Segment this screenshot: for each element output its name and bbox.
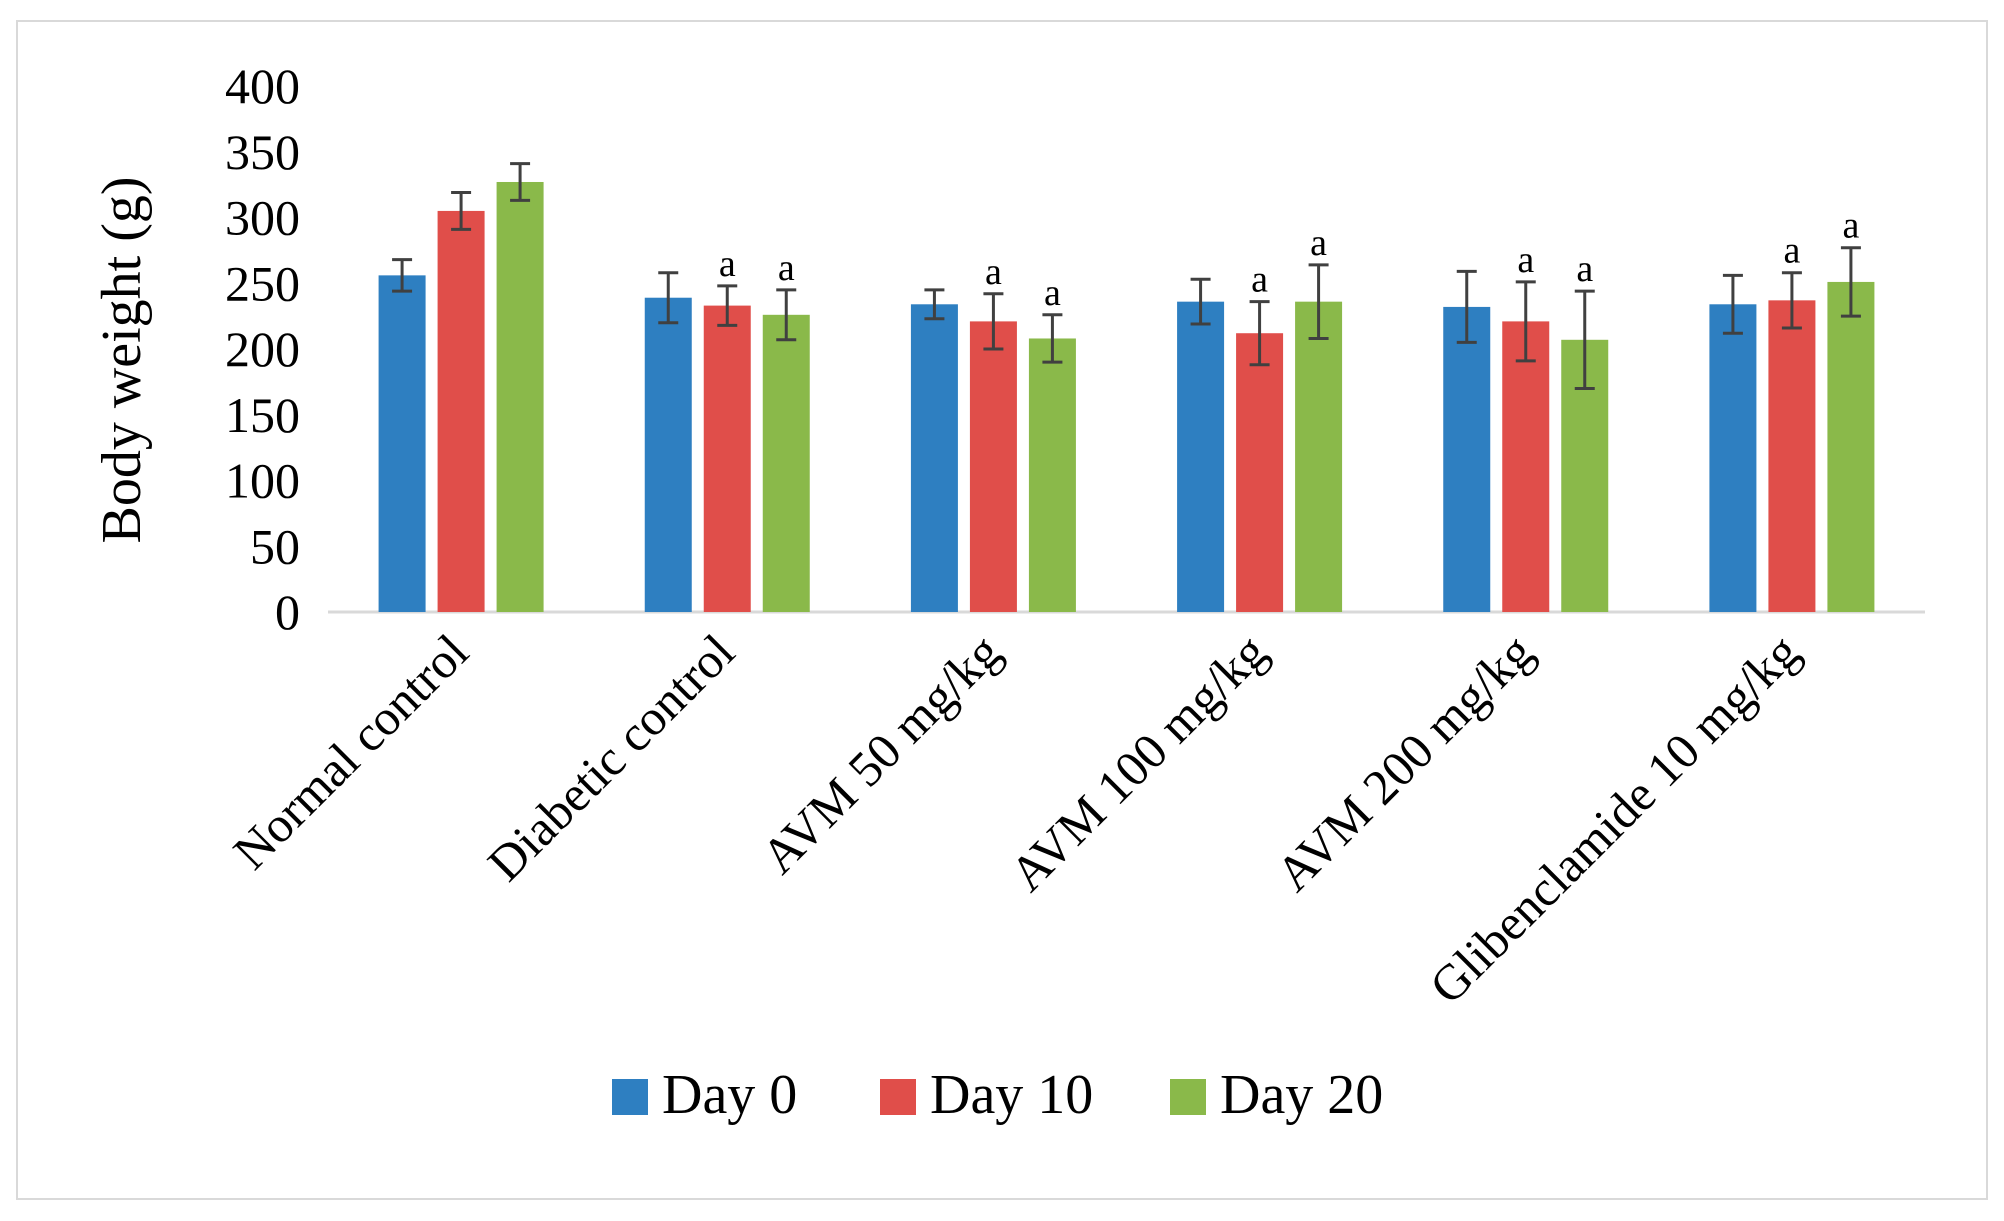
legend-swatch [612, 1079, 648, 1115]
legend-label: Day 0 [662, 1064, 797, 1126]
error-bar [451, 191, 472, 231]
legend-label: Day 20 [1220, 1064, 1383, 1126]
legend-item: Day 10 [880, 1064, 1093, 1126]
bar [910, 304, 958, 612]
error-bar [1308, 263, 1329, 340]
y-tick-label: 0 [275, 584, 300, 640]
y-tick-label: 50 [250, 518, 300, 574]
significance-label: a [719, 243, 736, 285]
y-tick-label: 350 [225, 124, 300, 180]
bar [1177, 301, 1225, 612]
significance-label: a [1783, 230, 1800, 272]
error-bar [1574, 289, 1595, 390]
error-bar [1515, 280, 1536, 363]
error-bar [1456, 269, 1477, 344]
bar [1768, 300, 1816, 612]
category-label: Diabetic control [477, 623, 745, 891]
error-bar [924, 288, 945, 321]
bar [1443, 306, 1491, 612]
error-bar [776, 288, 797, 342]
bars [378, 181, 1875, 613]
y-tick-label: 200 [225, 321, 300, 377]
bar [1236, 333, 1284, 612]
error-bar [510, 162, 531, 202]
legend-item: Day 20 [1170, 1064, 1383, 1126]
legend-label: Day 10 [930, 1064, 1093, 1126]
significance-label: a [1842, 205, 1859, 247]
y-tick-label: 100 [225, 453, 300, 509]
y-tick-label: 400 [225, 58, 300, 114]
bar [644, 297, 692, 612]
significance-label: a [778, 247, 795, 289]
legend-swatch [1170, 1079, 1206, 1115]
significance-label: a [1044, 272, 1061, 314]
legend-item: Day 0 [612, 1064, 797, 1126]
error-bar [717, 284, 738, 327]
error-bar [1042, 313, 1063, 364]
y-axis-title: Body weight (g) [91, 176, 153, 543]
significance-labels: a a aa aa a a aa [719, 205, 1860, 314]
legend-swatch [880, 1079, 916, 1115]
bar [1827, 281, 1875, 612]
significance-label: a [1251, 259, 1268, 301]
bar [969, 321, 1017, 612]
y-axis-ticks: 0 50 100 150 200 250 300 350 400 [225, 58, 300, 640]
bar [437, 210, 485, 613]
significance-label: a [1517, 239, 1534, 281]
bar [1709, 304, 1757, 612]
significance-label: a [985, 251, 1002, 293]
error-bar [1249, 300, 1270, 367]
bar [703, 305, 751, 612]
significance-label: a [1310, 222, 1327, 264]
bar [1295, 301, 1343, 612]
error-bar [1781, 271, 1802, 330]
bar [378, 275, 426, 612]
category-label: Normal control [222, 623, 479, 880]
category-label: AVM 200 mg/kg [1265, 623, 1544, 902]
bar [1502, 321, 1550, 612]
significance-label: a [1576, 248, 1593, 290]
bar [762, 314, 810, 612]
bar [1028, 338, 1076, 612]
y-tick-label: 250 [225, 255, 300, 311]
category-label: AVM 100 mg/kg [999, 623, 1278, 902]
error-bar [1840, 246, 1861, 318]
bar [496, 181, 544, 612]
error-bar [1722, 273, 1743, 335]
legend: Day 0 Day 10 Day 20 [612, 1064, 1383, 1126]
y-tick-label: 150 [225, 387, 300, 443]
error-bar [1190, 277, 1211, 326]
y-tick-label: 300 [225, 190, 300, 246]
category-label: AVM 50 mg/kg [750, 623, 1011, 884]
error-bars [392, 162, 1861, 390]
error-bar [658, 271, 679, 325]
error-bar [983, 292, 1004, 351]
error-bar [392, 258, 413, 293]
